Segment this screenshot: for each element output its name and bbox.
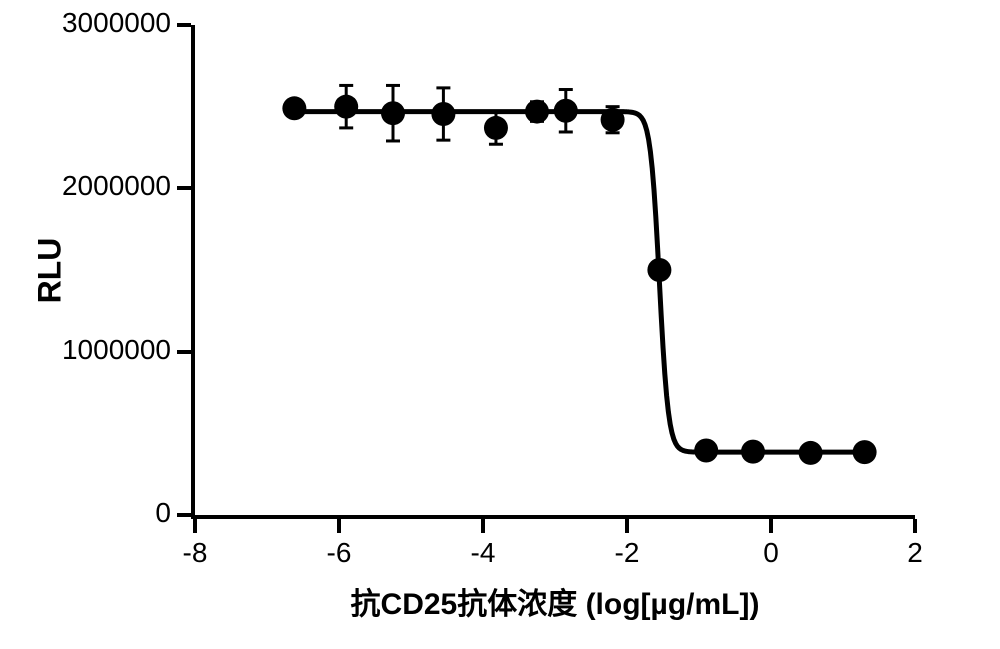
x-tick-label: -8: [165, 537, 225, 569]
x-tick: [337, 519, 341, 533]
data-point: [741, 440, 765, 464]
x-tick-label: 0: [741, 537, 801, 569]
data-point: [381, 101, 405, 125]
data-point: [601, 108, 625, 132]
y-tick-label: 2000000: [62, 170, 171, 202]
x-tick: [193, 519, 197, 533]
y-axis-line: [191, 25, 195, 519]
y-tick-label: 1000000: [62, 334, 171, 366]
data-point: [282, 96, 306, 120]
chart-container: RLU 抗CD25抗体浓度 (log[µg/mL]) 0 1000000 20000…: [0, 0, 1000, 649]
data-point: [525, 100, 549, 124]
data-point: [694, 438, 718, 462]
y-tick-label: 0: [155, 497, 171, 529]
data-point: [554, 99, 578, 123]
x-axis-line: [191, 515, 915, 519]
y-tick: [177, 513, 191, 517]
x-tick-label: -4: [453, 537, 513, 569]
x-tick: [481, 519, 485, 533]
data-point: [853, 440, 877, 464]
x-axis-label: 抗CD25抗体浓度 (log[µg/mL]): [195, 579, 915, 623]
x-tick-label: 2: [885, 537, 945, 569]
fit-curve: [294, 112, 865, 453]
y-axis-label: RLU: [32, 211, 69, 331]
data-point: [799, 441, 823, 465]
x-tick-label: -2: [597, 537, 657, 569]
data-point: [431, 102, 455, 126]
y-tick-label: 3000000: [62, 7, 171, 39]
x-tick: [625, 519, 629, 533]
x-tick-label: -6: [309, 537, 369, 569]
y-tick: [177, 350, 191, 354]
data-point: [334, 95, 358, 119]
data-point: [647, 258, 671, 282]
y-tick: [177, 23, 191, 27]
x-tick: [769, 519, 773, 533]
y-tick: [177, 186, 191, 190]
data-point: [484, 116, 508, 140]
x-tick: [913, 519, 917, 533]
